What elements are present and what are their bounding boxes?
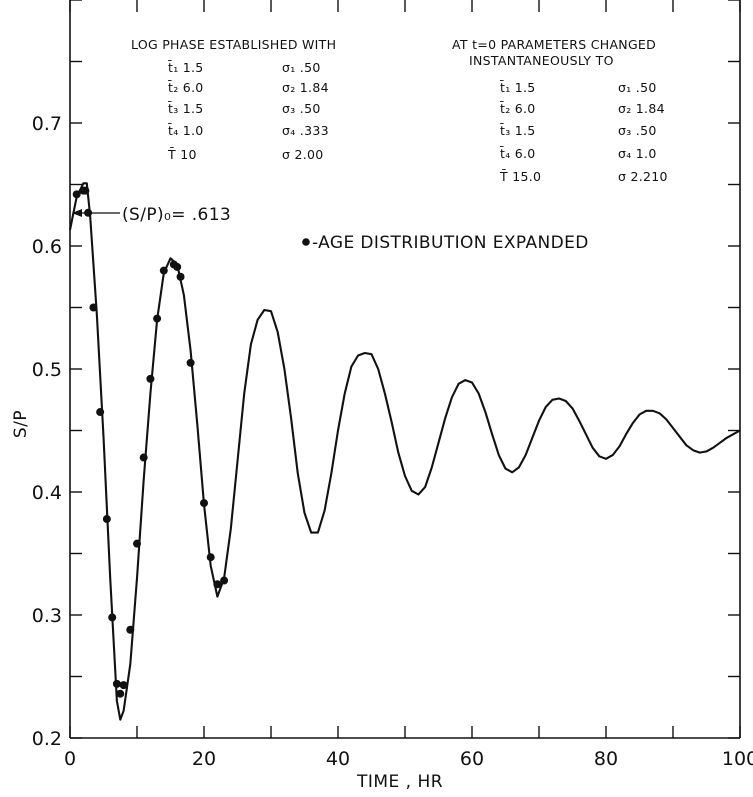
- y-axis-title: S/P: [11, 410, 31, 438]
- changed-t1: t̄₁ 1.5: [500, 80, 536, 95]
- x-axis-title: TIME , HR: [356, 772, 443, 792]
- data-point: [186, 358, 195, 367]
- x-tick-label: 60: [460, 748, 484, 770]
- x-tick-label: 100: [722, 748, 753, 770]
- data-point: [206, 553, 215, 562]
- log-phase-t3: t̄₃ 1.5: [168, 101, 204, 116]
- changed-sigma4: σ₄ 1.0: [618, 146, 657, 161]
- log-phase-sigma3: σ₃ .50: [282, 101, 321, 116]
- y-tick-label: 0.7: [32, 113, 62, 135]
- data-point: [213, 580, 222, 589]
- data-point: [146, 374, 155, 383]
- x-tick-label: 40: [326, 748, 350, 770]
- changed-sigma2: σ₂ 1.84: [618, 101, 665, 116]
- data-point: [159, 266, 168, 275]
- x-tick-label: 80: [594, 748, 618, 770]
- data-point: [81, 186, 90, 195]
- log-phase-t2: t̄₂ 6.0: [168, 80, 204, 95]
- y-tick-label: 0.4: [32, 482, 62, 504]
- data-point: [176, 272, 185, 281]
- data-point: [153, 314, 162, 323]
- log-phase-sigma4: σ₄ .333: [282, 123, 329, 138]
- changed-t3: t̄₃ 1.5: [500, 123, 536, 138]
- y-tick-label: 0.6: [32, 236, 62, 258]
- legend-marker-dot: [302, 238, 310, 246]
- data-point: [200, 499, 208, 508]
- s0-annotation: (S/P)₀= .613: [72, 205, 231, 225]
- changed-sigma1: σ₁ .50: [618, 80, 657, 95]
- changed-parameters: AT t=0 PARAMETERS CHANGED INSTANTANEOUSL…: [452, 37, 668, 184]
- data-point: [102, 515, 111, 524]
- log-phase-t4: t̄₄ 1.0: [168, 123, 204, 138]
- data-point: [96, 408, 105, 417]
- changed-T: T̄ 15.0: [499, 169, 541, 184]
- data-point: [89, 303, 98, 312]
- log-phase-sigma: σ 2.00: [282, 147, 324, 162]
- changed-sigma3: σ₃ .50: [618, 123, 657, 138]
- line-series: [68, 182, 741, 721]
- data-point: [220, 576, 229, 585]
- data-point: [72, 190, 81, 199]
- axis-ticks: 0 20 40 60 80 100 0.2 0.3 0.4 0.5 0.6 0.7: [32, 0, 753, 770]
- data-point: [116, 689, 125, 698]
- log-phase-title: LOG PHASE ESTABLISHED WITH: [131, 37, 336, 52]
- changed-title-line1: AT t=0 PARAMETERS CHANGED: [452, 37, 656, 52]
- log-phase-sigma2: σ₂ 1.84: [282, 80, 329, 95]
- data-point: [108, 613, 117, 622]
- changed-sigma: σ 2.210: [618, 169, 668, 184]
- scatter-series: [72, 186, 229, 698]
- model-curve: [68, 182, 741, 721]
- x-tick-label: 0: [64, 748, 76, 770]
- data-point: [173, 262, 182, 271]
- data-point: [126, 625, 135, 634]
- log-phase-T: T̄ 10: [167, 147, 197, 162]
- changed-t4: t̄₄ 6.0: [500, 146, 536, 161]
- changed-t2: t̄₂ 6.0: [500, 101, 536, 116]
- s0-arrow-head: [72, 209, 82, 217]
- s0-label: (S/P)₀= .613: [122, 205, 231, 225]
- y-tick-label: 0.3: [32, 605, 62, 627]
- x-tick-label: 20: [192, 748, 216, 770]
- log-phase-t1: t̄₁ 1.5: [168, 60, 204, 75]
- data-point: [119, 681, 128, 690]
- data-point: [133, 539, 141, 548]
- data-point: [112, 679, 121, 688]
- log-phase-sigma1: σ₁ .50: [282, 60, 321, 75]
- legend-label: -AGE DISTRIBUTION EXPANDED: [312, 233, 589, 253]
- changed-title-line2: INSTANTANEOUSLY TO: [469, 53, 614, 68]
- y-tick-label: 0.2: [32, 728, 62, 750]
- y-tick-label: 0.5: [32, 359, 62, 381]
- legend: -AGE DISTRIBUTION EXPANDED: [302, 233, 589, 253]
- data-point: [139, 453, 148, 462]
- log-phase-parameters: LOG PHASE ESTABLISHED WITH t̄₁ 1.5 σ₁ .5…: [131, 37, 336, 162]
